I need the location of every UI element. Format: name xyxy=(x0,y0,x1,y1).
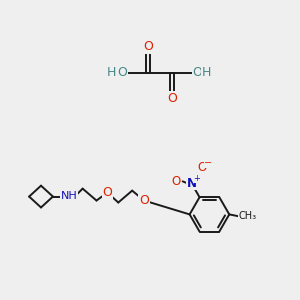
Text: O: O xyxy=(103,186,112,199)
Text: O: O xyxy=(197,161,206,174)
Text: −: − xyxy=(204,158,212,168)
Text: O: O xyxy=(143,40,153,53)
Text: O: O xyxy=(139,194,149,207)
Text: O: O xyxy=(171,175,180,188)
Text: +: + xyxy=(193,174,200,183)
Text: O: O xyxy=(117,66,127,79)
Text: CH₃: CH₃ xyxy=(238,212,256,221)
Text: NH: NH xyxy=(60,190,77,201)
Text: H: H xyxy=(107,66,116,79)
Text: N: N xyxy=(187,177,196,190)
Text: H: H xyxy=(202,66,211,79)
Text: O: O xyxy=(193,66,202,79)
Text: O: O xyxy=(167,92,177,105)
